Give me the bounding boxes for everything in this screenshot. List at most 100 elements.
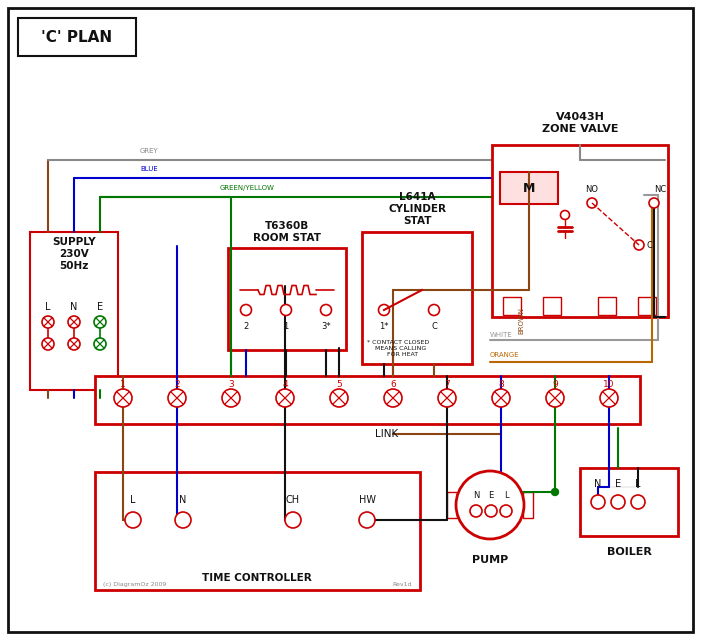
Text: 'C' PLAN: 'C' PLAN — [41, 29, 112, 44]
Circle shape — [631, 495, 645, 509]
Circle shape — [68, 338, 80, 350]
Text: 7: 7 — [444, 379, 450, 388]
Text: 1: 1 — [284, 322, 289, 331]
Text: 10: 10 — [603, 379, 615, 388]
Text: BROWN: BROWN — [518, 306, 524, 333]
Text: LINK: LINK — [376, 429, 399, 439]
Circle shape — [175, 512, 191, 528]
Text: 1*: 1* — [379, 322, 389, 331]
Circle shape — [591, 495, 605, 509]
Bar — [30, 232, 118, 390]
Text: E: E — [489, 490, 494, 499]
Text: V4043H
ZONE VALVE: V4043H ZONE VALVE — [542, 112, 618, 134]
Text: M: M — [523, 181, 535, 194]
Bar — [580, 468, 678, 536]
Circle shape — [68, 316, 80, 328]
Circle shape — [285, 512, 301, 528]
Circle shape — [470, 505, 482, 517]
Text: N: N — [179, 495, 187, 505]
Circle shape — [94, 316, 106, 328]
Circle shape — [94, 338, 106, 350]
Circle shape — [649, 198, 659, 208]
Bar — [228, 248, 346, 350]
Circle shape — [456, 471, 524, 539]
Text: TIME CONTROLLER: TIME CONTROLLER — [202, 573, 312, 583]
Text: T6360B
ROOM STAT: T6360B ROOM STAT — [253, 221, 321, 243]
Text: C: C — [431, 322, 437, 331]
Text: 2: 2 — [244, 322, 249, 331]
Text: GREY: GREY — [140, 148, 159, 154]
Text: ORANGE: ORANGE — [490, 352, 519, 358]
Circle shape — [241, 304, 251, 315]
Text: L: L — [504, 490, 508, 499]
Bar — [18, 18, 136, 56]
Circle shape — [42, 338, 54, 350]
Circle shape — [42, 316, 54, 328]
Text: N: N — [473, 490, 479, 499]
Text: (c) DiagramOz 2009: (c) DiagramOz 2009 — [103, 582, 166, 587]
Bar — [598, 297, 616, 315]
Text: 3: 3 — [228, 379, 234, 388]
Text: 8: 8 — [498, 379, 504, 388]
Circle shape — [114, 389, 132, 407]
Text: PUMP: PUMP — [472, 555, 508, 565]
Circle shape — [546, 389, 564, 407]
Circle shape — [500, 505, 512, 517]
Circle shape — [330, 389, 348, 407]
Circle shape — [587, 198, 597, 208]
Text: 1: 1 — [120, 379, 126, 388]
Text: WHITE: WHITE — [490, 332, 512, 338]
Bar — [95, 376, 640, 424]
Text: GREEN/YELLOW: GREEN/YELLOW — [220, 185, 275, 191]
Text: C: C — [646, 240, 652, 249]
Text: 4: 4 — [282, 379, 288, 388]
Circle shape — [600, 389, 618, 407]
Bar — [95, 472, 420, 590]
Text: HW: HW — [359, 495, 376, 505]
Text: CH: CH — [286, 495, 300, 505]
Text: E: E — [97, 302, 103, 312]
Text: L641A
CYLINDER
STAT: L641A CYLINDER STAT — [388, 192, 446, 226]
Text: L: L — [45, 302, 51, 312]
Bar — [543, 297, 561, 315]
Text: NO: NO — [585, 185, 599, 194]
Text: E: E — [615, 479, 621, 489]
Circle shape — [634, 240, 644, 250]
Circle shape — [485, 505, 497, 517]
Text: SUPPLY
230V
50Hz: SUPPLY 230V 50Hz — [52, 237, 95, 271]
Bar — [523, 492, 533, 518]
Circle shape — [492, 389, 510, 407]
Text: 6: 6 — [390, 379, 396, 388]
Circle shape — [168, 389, 186, 407]
Circle shape — [611, 495, 625, 509]
Circle shape — [378, 304, 390, 315]
Bar — [500, 172, 558, 204]
Circle shape — [428, 304, 439, 315]
Circle shape — [281, 304, 291, 315]
Bar — [362, 232, 472, 364]
Text: L: L — [131, 495, 135, 505]
Bar — [638, 297, 656, 315]
Text: L: L — [635, 479, 641, 489]
Text: N: N — [70, 302, 78, 312]
Text: 5: 5 — [336, 379, 342, 388]
Text: 9: 9 — [552, 379, 558, 388]
Circle shape — [560, 210, 569, 219]
Text: Rev1d: Rev1d — [392, 582, 412, 587]
Text: 3*: 3* — [322, 322, 331, 331]
Text: BLUE: BLUE — [140, 166, 158, 172]
Circle shape — [384, 389, 402, 407]
Text: N: N — [595, 479, 602, 489]
Circle shape — [552, 488, 559, 495]
Bar — [503, 297, 521, 315]
Circle shape — [276, 389, 294, 407]
Circle shape — [359, 512, 375, 528]
Bar — [492, 145, 668, 317]
Text: 2: 2 — [174, 379, 180, 388]
Text: NC: NC — [654, 185, 666, 194]
Circle shape — [125, 512, 141, 528]
Circle shape — [438, 389, 456, 407]
Text: * CONTACT CLOSED
  MEANS CALLING
    FOR HEAT: * CONTACT CLOSED MEANS CALLING FOR HEAT — [367, 340, 429, 356]
Circle shape — [321, 304, 331, 315]
Circle shape — [222, 389, 240, 407]
